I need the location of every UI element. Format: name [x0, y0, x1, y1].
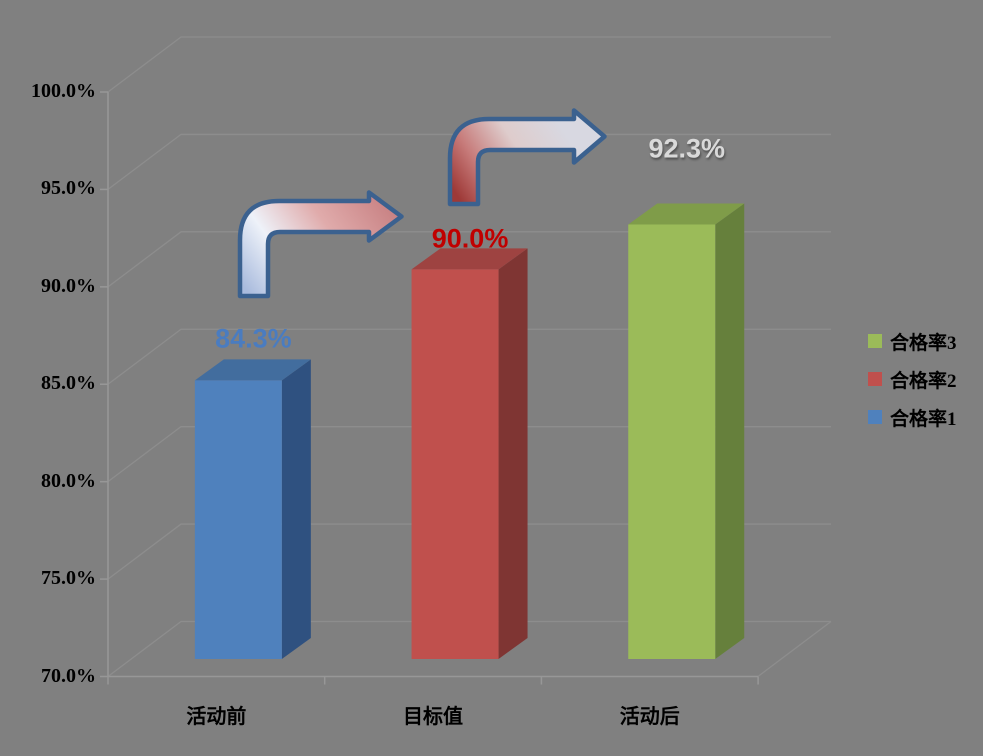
- bar-value-label-1[interactable]: 84.3%: [215, 323, 292, 354]
- gridline: [107, 426, 831, 483]
- y-axis-tick-label: 80.0%: [41, 469, 96, 492]
- legend: 合格率3 合格率2 合格率1: [868, 322, 957, 436]
- x-axis-label-before: 活动前: [186, 706, 247, 728]
- legend-swatch-red: [868, 372, 882, 386]
- gridline: [107, 620, 831, 678]
- gridline: [107, 36, 831, 93]
- bar-合格率2[interactable]: [411, 248, 528, 660]
- gridline: [107, 231, 831, 288]
- gridline: [107, 523, 831, 580]
- legend-swatch-green: [868, 334, 882, 348]
- trend-arrow-2[interactable]: [447, 108, 607, 207]
- legend-item-rate2[interactable]: 合格率2: [868, 360, 957, 398]
- bar-value-label-2[interactable]: 90.0%: [431, 223, 509, 254]
- bar-value-label-3[interactable]: 92.3%: [648, 133, 726, 164]
- legend-item-rate3[interactable]: 合格率3: [868, 322, 957, 360]
- trend-arrow-1[interactable]: [237, 190, 404, 299]
- y-axis-tick-label: 75.0%: [41, 567, 96, 590]
- bar-合格率3[interactable]: [628, 203, 745, 659]
- y-axis-tick-label: 100.0%: [31, 80, 96, 103]
- y-axis-tick-label: 70.0%: [41, 664, 96, 687]
- y-axis-tick-label: 90.0%: [41, 274, 96, 297]
- x-axis-label-after: 活动后: [619, 706, 680, 728]
- y-axis-tick-label: 85.0%: [41, 372, 96, 395]
- gridline: [107, 328, 831, 385]
- legend-item-label: 合格率3: [890, 332, 957, 354]
- x-axis-label-target: 目标值: [403, 706, 464, 728]
- y-axis-tick-label: 95.0%: [41, 177, 96, 200]
- legend-swatch-blue: [868, 410, 882, 424]
- legend-item-label: 合格率2: [890, 370, 957, 392]
- floor-right-edge: [757, 620, 832, 678]
- legend-item-rate1[interactable]: 合格率1: [868, 398, 957, 436]
- gridline: [107, 133, 831, 190]
- legend-item-label: 合格率1: [890, 408, 957, 430]
- bar-合格率1[interactable]: [194, 359, 311, 659]
